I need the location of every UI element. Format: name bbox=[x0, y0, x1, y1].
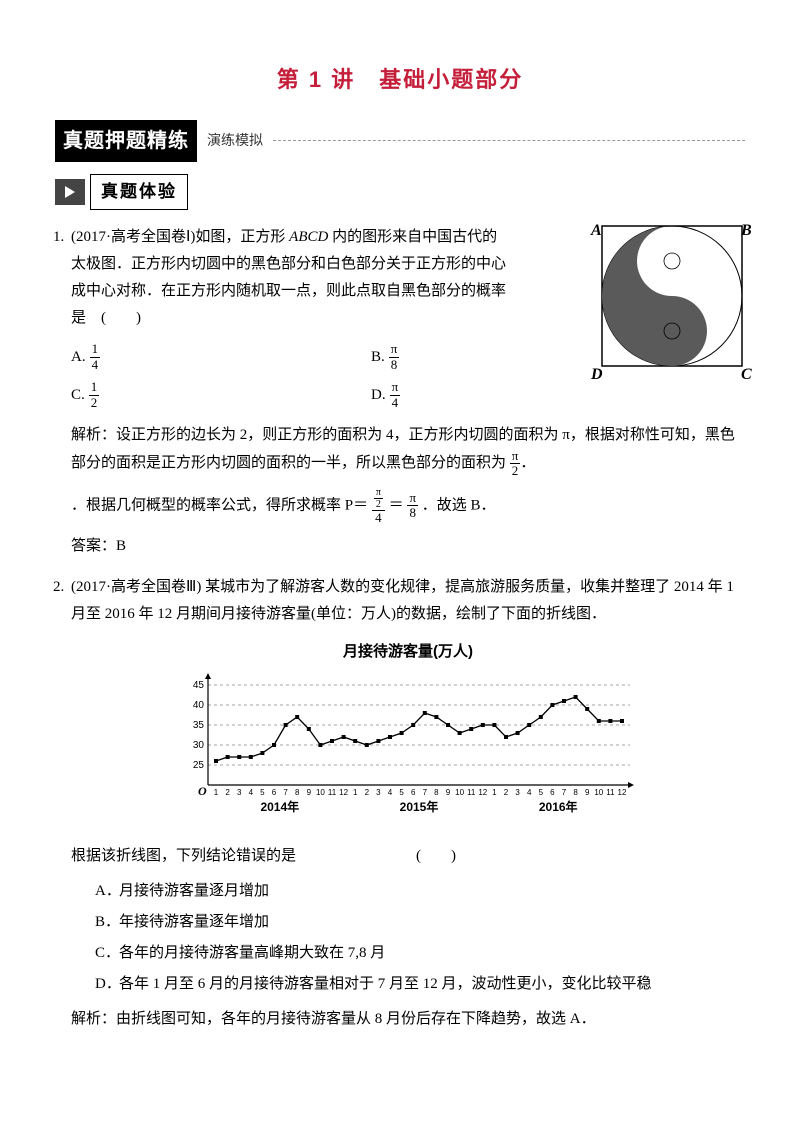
solution-1: 解析：设正方形的边长为 2，则正方形的面积为 4，正方形内切圆的面积为 π，根据… bbox=[71, 422, 745, 479]
divider bbox=[273, 140, 745, 141]
lecture-title: 第 1 讲 基础小题部分 bbox=[55, 60, 745, 100]
subsection-title: 真题体验 bbox=[90, 174, 188, 211]
question-1: 1. A B D C (2017·高考全国卷Ⅰ)如图，正方形 ABCD 内的图形… bbox=[55, 224, 745, 560]
svg-text:10: 10 bbox=[594, 788, 603, 797]
svg-text:35: 35 bbox=[193, 720, 205, 731]
svg-text:6: 6 bbox=[411, 788, 416, 797]
svg-text:1: 1 bbox=[492, 788, 497, 797]
question-prompt: 根据该折线图，下列结论错误的是 ( ) bbox=[71, 843, 745, 870]
svg-text:9: 9 bbox=[307, 788, 312, 797]
svg-text:10: 10 bbox=[316, 788, 325, 797]
svg-text:2: 2 bbox=[365, 788, 370, 797]
label-A: A bbox=[590, 222, 602, 239]
question-number: 2. bbox=[53, 574, 64, 601]
svg-text:O: O bbox=[198, 784, 207, 798]
option-d: D. π4 bbox=[371, 376, 511, 414]
svg-text:12: 12 bbox=[618, 788, 627, 797]
svg-text:5: 5 bbox=[399, 788, 404, 797]
svg-text:9: 9 bbox=[585, 788, 590, 797]
option-b: B．年接待游客量逐年增加 bbox=[71, 909, 745, 936]
svg-text:4: 4 bbox=[249, 788, 254, 797]
section-title: 真题押题精练 bbox=[55, 120, 197, 162]
label-D: D bbox=[590, 366, 603, 381]
solution-1b: ．根据几何概型的概率公式，得所求概率 P＝ π24 ＝ π8 ．故选 B． bbox=[71, 487, 745, 525]
solution-2: 解析：由折线图可知，各年的月接待游客量从 8 月份后存在下降趋势，故选 A． bbox=[71, 1006, 745, 1033]
svg-text:6: 6 bbox=[272, 788, 277, 797]
svg-text:3: 3 bbox=[376, 788, 381, 797]
option-c: C. 12 bbox=[71, 376, 371, 414]
svg-text:11: 11 bbox=[467, 788, 476, 797]
svg-text:2015年: 2015年 bbox=[400, 799, 439, 814]
svg-text:7: 7 bbox=[423, 788, 428, 797]
svg-text:40: 40 bbox=[193, 700, 205, 711]
option-b: B. π8 bbox=[371, 338, 511, 376]
question-number: 1. bbox=[53, 224, 64, 251]
answer-1: 答案：B bbox=[71, 533, 745, 560]
svg-text:6: 6 bbox=[550, 788, 555, 797]
svg-text:12: 12 bbox=[478, 788, 487, 797]
svg-text:8: 8 bbox=[295, 788, 300, 797]
option-list-2: A．月接待游客量逐月增加 B．年接待游客量逐年增加 C．各年的月接待游客量高峰期… bbox=[71, 878, 745, 998]
svg-text:9: 9 bbox=[446, 788, 451, 797]
taiji-diagram: A B D C bbox=[585, 221, 755, 391]
section-header: 真题押题精练 演练模拟 bbox=[55, 120, 745, 162]
option-a: A. 14 bbox=[71, 338, 371, 376]
svg-text:30: 30 bbox=[193, 740, 205, 751]
svg-text:12: 12 bbox=[339, 788, 348, 797]
svg-text:11: 11 bbox=[328, 788, 337, 797]
question-body: (2017·高考全国卷Ⅲ) 某城市为了解游客人数的变化规律，提高旅游服务质量，收… bbox=[71, 574, 745, 628]
option-c: C．各年的月接待游客量高峰期大致在 7,8 月 bbox=[71, 940, 745, 967]
play-icon bbox=[55, 179, 85, 205]
svg-text:2: 2 bbox=[225, 788, 230, 797]
svg-text:3: 3 bbox=[515, 788, 520, 797]
svg-text:2: 2 bbox=[504, 788, 509, 797]
svg-text:10: 10 bbox=[455, 788, 464, 797]
svg-text:7: 7 bbox=[562, 788, 567, 797]
svg-text:8: 8 bbox=[573, 788, 578, 797]
option-a: A．月接待游客量逐月增加 bbox=[71, 878, 745, 905]
svg-text:2014年: 2014年 bbox=[260, 799, 299, 814]
subsection-header: 真题体验 bbox=[55, 174, 745, 211]
svg-text:5: 5 bbox=[260, 788, 265, 797]
section-subtitle: 演练模拟 bbox=[207, 128, 263, 153]
svg-text:45: 45 bbox=[193, 680, 205, 691]
svg-text:7: 7 bbox=[283, 788, 288, 797]
svg-text:11: 11 bbox=[606, 788, 615, 797]
svg-text:5: 5 bbox=[539, 788, 544, 797]
question-2: 2. (2017·高考全国卷Ⅲ) 某城市为了解游客人数的变化规律，提高旅游服务质… bbox=[55, 574, 745, 1033]
svg-text:25: 25 bbox=[193, 760, 205, 771]
svg-text:4: 4 bbox=[388, 788, 393, 797]
option-d: D．各年 1 月至 6 月的月接待游客量相对于 7 月至 12 月，波动性更小，… bbox=[71, 971, 745, 998]
line-chart: 2530354045O12345678910111212345678910111… bbox=[178, 671, 638, 831]
svg-text:8: 8 bbox=[434, 788, 439, 797]
svg-text:1: 1 bbox=[353, 788, 358, 797]
label-C: C bbox=[741, 366, 752, 381]
svg-text:4: 4 bbox=[527, 788, 532, 797]
question-body: (2017·高考全国卷Ⅰ)如图，正方形 ABCD 内的图形来自中国古代的太极图．… bbox=[71, 224, 511, 332]
svg-text:1: 1 bbox=[214, 788, 219, 797]
chart-title: 月接待游客量(万人) bbox=[71, 638, 745, 665]
svg-text:2016年: 2016年 bbox=[539, 799, 578, 814]
svg-text:3: 3 bbox=[237, 788, 242, 797]
